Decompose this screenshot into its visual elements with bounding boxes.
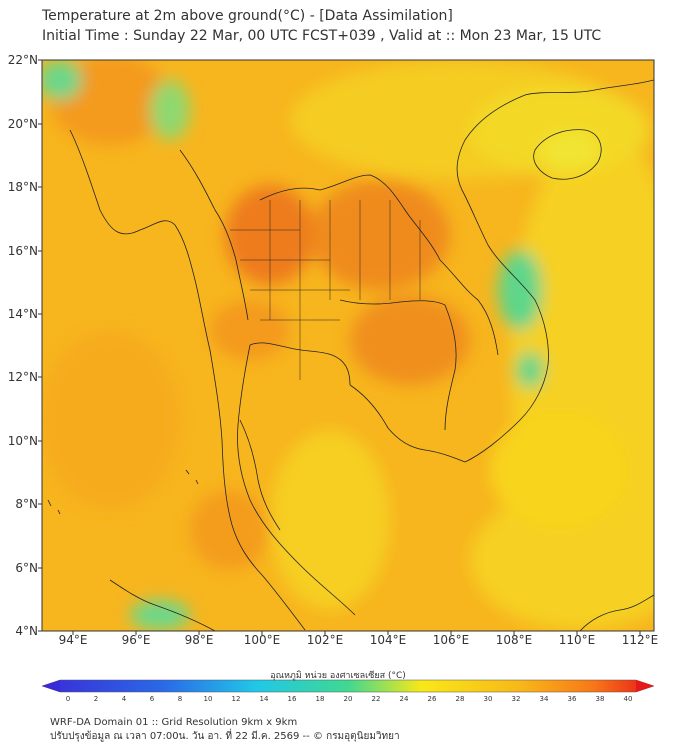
lon-label-110e: 110°E [558, 633, 596, 647]
colorbar-tick-0: 0 [65, 695, 71, 703]
lon-label-98e: 98°E [184, 633, 214, 647]
colorbar [41, 679, 655, 693]
lon-label-102e: 102°E [306, 633, 344, 647]
colorbar-tick-28: 28 [455, 695, 465, 703]
title-line-2: Initial Time : Sunday 22 Mar, 00 UTC FCS… [42, 28, 602, 44]
colorbar-tick-10: 10 [203, 695, 213, 703]
lon-label-104e: 104°E [369, 633, 407, 647]
colorbar-tick-16: 16 [287, 695, 297, 703]
border-myanmar-thailand [179, 149, 249, 321]
border-laos-vietnam [439, 259, 499, 356]
colorbar-tick-24: 24 [399, 695, 409, 703]
lat-label-12n: 12°N [7, 370, 38, 384]
lat-label-22n: 22°N [7, 53, 38, 67]
lon-label-100e: 100°E [243, 633, 281, 647]
colorbar-tick-30: 30 [483, 695, 493, 703]
axis-ticks [38, 59, 641, 635]
border-peninsula [239, 419, 281, 531]
lat-label-6n: 6°N [15, 561, 38, 575]
lon-label-94e: 94°E [58, 633, 88, 647]
colorbar-tick-34: 34 [539, 695, 549, 703]
colorbar-title: อุณหภูมิ หน่วย องศาเซลเซียส (°C) [270, 671, 406, 681]
lat-label-20n: 20°N [7, 117, 38, 131]
coast-south-china [524, 79, 654, 96]
colorbar-tick-4: 4 [121, 695, 127, 703]
colorbar-cold-end [42, 680, 60, 692]
lat-label-18n: 18°N [7, 180, 38, 194]
colorbar-tick-36: 36 [567, 695, 577, 703]
colorbar-hot-end [636, 680, 654, 692]
coast-sumatra [109, 579, 216, 631]
chart-title: Temperature at 2m above ground(°C) - [Da… [42, 6, 601, 46]
lat-label-8n: 8°N [15, 497, 38, 511]
colorbar-tick-6: 6 [149, 695, 155, 703]
border-thailand-laos [259, 174, 441, 261]
footer-line-2: ปรับปรุงข้อมูล ณ เวลา 07:00น. วัน อา. ที… [50, 731, 400, 742]
colorbar-tick-32: 32 [511, 695, 521, 703]
lon-label-106e: 106°E [432, 633, 470, 647]
colorbar-tick-22: 22 [371, 695, 381, 703]
coast-hainan [533, 129, 602, 180]
colorbar-tick-40: 40 [623, 695, 633, 703]
title-line-1: Temperature at 2m above ground(°C) - [Da… [42, 8, 453, 24]
colorbar-tick-38: 38 [595, 695, 605, 703]
coast-peninsula-west [231, 524, 306, 631]
lat-label-16n: 16°N [7, 244, 38, 258]
lon-label-112e: 112°E [621, 633, 659, 647]
colorbar-tick-18: 18 [315, 695, 325, 703]
coast-cambodia [349, 384, 466, 463]
lon-label-108e: 108°E [495, 633, 533, 647]
footer-line-1: WRF-DA Domain 01 :: Grid Resolution 9km … [50, 717, 298, 728]
map-frame [41, 59, 655, 632]
lat-label-4n: 4°N [15, 624, 38, 638]
colorbar-tick-12: 12 [231, 695, 241, 703]
colorbar-tick-26: 26 [427, 695, 437, 703]
andaman-islands [47, 469, 199, 515]
colorbar-tick-20: 20 [343, 695, 353, 703]
province-grid [230, 200, 421, 380]
coast-peninsula-east [237, 344, 356, 616]
coast-gulf-north [249, 342, 351, 386]
colorbar-tick-2: 2 [93, 695, 99, 703]
colorbar-tick-8: 8 [177, 695, 183, 703]
border-cambodia-vietnam [444, 304, 457, 431]
border-thailand-cambodia [339, 299, 446, 306]
coast-vietnam [456, 94, 549, 463]
coast-myanmar-west [69, 129, 233, 526]
temperature-field [42, 60, 654, 631]
coast-borneo [579, 594, 654, 631]
colorbar-tick-14: 14 [259, 695, 269, 703]
lat-label-10n: 10°N [7, 434, 38, 448]
lon-label-96e: 96°E [121, 633, 151, 647]
lat-label-14n: 14°N [7, 307, 38, 321]
footer: WRF-DA Domain 01 :: Grid Resolution 9km … [50, 716, 400, 744]
coastlines-borders [47, 79, 654, 631]
